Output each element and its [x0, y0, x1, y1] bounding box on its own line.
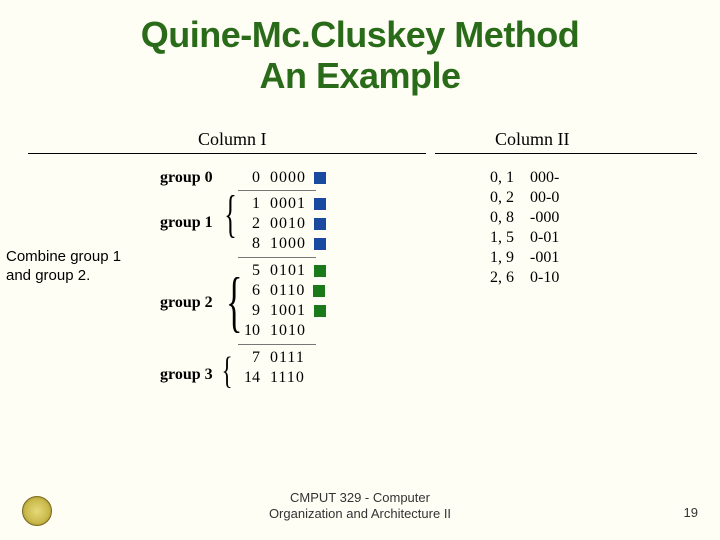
minterm-bits: 1110 [270, 369, 305, 387]
minterm-bits: 0010 [270, 215, 306, 233]
column2-row: 1, 9 -001 [490, 249, 559, 267]
group1-row: 8 1000 [238, 235, 326, 253]
minterm-bits: 0101 [270, 262, 306, 280]
minterm-bits: 0001 [270, 195, 306, 213]
column1-header: Column I [198, 129, 267, 150]
group2-row: 5 0101 [238, 262, 326, 280]
minterm-bits: 1000 [270, 235, 306, 253]
column2-row: 0, 2 00-0 [490, 189, 559, 207]
slide-number: 19 [684, 505, 698, 520]
annotation-line1: Combine group 1 [6, 248, 121, 265]
group0-row: 00000 [238, 169, 326, 187]
minterm-index: 1 [238, 195, 260, 213]
annotation: Combine group 1 and group 2. [6, 247, 121, 286]
slide-title: Quine-Mc.Cluskey Method An Example [0, 0, 720, 97]
group3-row: 7 0111 [238, 349, 305, 367]
minterm-index: 14 [238, 369, 260, 387]
check-icon [314, 198, 326, 210]
footer: CMPUT 329 - Computer Organization and Ar… [0, 490, 720, 523]
brace-icon: { [222, 352, 233, 390]
group-separator [238, 257, 316, 258]
minterm-index: 10 [238, 322, 260, 340]
group2-row: 9 1001 [238, 302, 326, 320]
column2-header: Column II [495, 129, 570, 150]
minterm-index: 9 [238, 302, 260, 320]
annotation-line2: and group 2. [6, 267, 90, 284]
column2-row: 1, 5 0-01 [490, 229, 559, 247]
minterm-bits: 0111 [270, 349, 305, 367]
divider-left [28, 153, 426, 154]
footer-line1: CMPUT 329 - Computer [290, 490, 430, 505]
group-separator [238, 344, 316, 345]
column2-row: 0, 8 -000 [490, 209, 559, 227]
group1-label: group 1 [160, 214, 213, 232]
minterm-bits: 1010 [270, 322, 306, 340]
minterm-index: 8 [238, 235, 260, 253]
column2-row: 2, 6 0-10 [490, 269, 559, 287]
check-icon [314, 265, 326, 277]
check-icon [314, 172, 326, 184]
minterm-index: 0 [238, 169, 260, 187]
minterm-index: 6 [238, 282, 260, 300]
title-line2: An Example [0, 55, 720, 96]
minterm-bits: 1001 [270, 302, 306, 320]
group2-row: 101010 [238, 322, 306, 340]
minterm-index: 5 [238, 262, 260, 280]
minterm-bits: 0110 [270, 282, 305, 300]
check-icon [314, 305, 326, 317]
group3-row: 14 1110 [238, 369, 305, 387]
brace-icon: { [224, 189, 236, 241]
group2-label: group 2 [160, 294, 213, 312]
column2-row: 0, 1 000- [490, 169, 559, 187]
minterm-bits: 0000 [270, 169, 306, 187]
title-line1: Quine-Mc.Cluskey Method [0, 14, 720, 55]
group3-label: group 3 [160, 366, 213, 384]
university-logo-icon [22, 496, 52, 526]
minterm-index: 2 [238, 215, 260, 233]
minterm-index: 7 [238, 349, 260, 367]
footer-line2: Organization and Architecture II [269, 506, 451, 521]
group2-row: 6 0110 [238, 282, 325, 300]
check-icon [314, 238, 326, 250]
group-separator [238, 190, 316, 191]
group1-row: 1 0001 [238, 195, 326, 213]
check-icon [314, 218, 326, 230]
group0-label: group 0 [160, 169, 213, 187]
group1-row: 2 0010 [238, 215, 326, 233]
check-icon [313, 285, 325, 297]
divider-right [435, 153, 697, 154]
